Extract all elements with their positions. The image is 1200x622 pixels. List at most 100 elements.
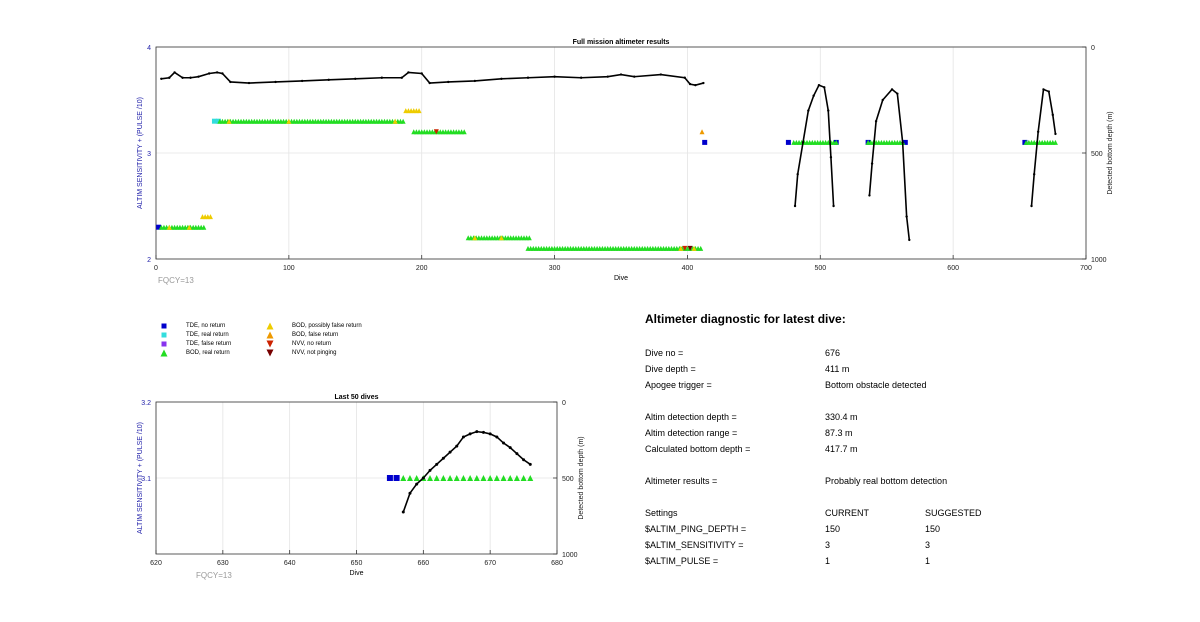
- bottom-depth-point: [380, 76, 384, 79]
- square-marker: [702, 139, 708, 145]
- legend-label: NVV, not pinging: [292, 350, 337, 356]
- setting-current: 3: [825, 540, 831, 550]
- triangle-marker: [1052, 139, 1058, 145]
- bottom-depth-point: [874, 120, 878, 123]
- triangle-marker: [160, 349, 168, 357]
- legend-marker-svg: [266, 322, 274, 330]
- legend-marker-svg: [161, 332, 167, 338]
- setting-current: 150: [825, 524, 841, 534]
- bottom-depth-point: [827, 109, 830, 112]
- x-tick-label: 650: [351, 560, 363, 567]
- bottom-depth-point: [475, 430, 479, 434]
- legend-marker: [266, 331, 274, 339]
- triangle-marker: [416, 108, 422, 114]
- triangle-marker: [400, 475, 407, 481]
- bottom-depth-point: [688, 82, 692, 86]
- bottom-depth-point: [817, 83, 821, 87]
- bottom-depth-point: [435, 462, 439, 466]
- bottom-depth-point: [793, 204, 797, 208]
- triangle-down-marker: [687, 245, 693, 251]
- bottom-depth-point: [908, 238, 911, 242]
- square-marker: [161, 341, 167, 347]
- bottom-depth-point: [168, 76, 171, 79]
- x-tick-label: 100: [283, 265, 295, 272]
- square-marker: [902, 139, 908, 145]
- square-marker: [161, 323, 167, 329]
- legend-label: TDE, no return: [186, 323, 226, 329]
- bottom-depth-point: [207, 72, 211, 75]
- legend-marker-svg: [266, 340, 274, 348]
- bottom-depth-point: [1047, 90, 1051, 93]
- triangle-marker: [440, 475, 447, 481]
- settings-suggested-header: SUGGESTED: [925, 508, 982, 518]
- bottom-depth-point: [354, 77, 357, 81]
- y-right-axis-label: Detected bottom depth (m): [578, 436, 585, 519]
- diagnostic-label: Apogee trigger =: [645, 380, 712, 390]
- x-tick-label: 400: [682, 265, 694, 272]
- y-right-tick-label: 500: [562, 476, 574, 483]
- settings-current-header: CURRENT: [825, 508, 869, 518]
- bottom-depth-point: [508, 446, 512, 450]
- bottom-depth-point: [428, 81, 431, 85]
- triangle-marker: [266, 322, 274, 330]
- y-tick-label: 2: [147, 257, 151, 264]
- diagnostic-value: 676: [825, 348, 841, 358]
- bottom-depth-point: [807, 109, 810, 112]
- triangle-marker: [226, 118, 232, 124]
- bottom-depth-point: [173, 71, 176, 74]
- triangle-marker: [453, 475, 460, 481]
- legend-label: TDE, real return: [186, 332, 229, 338]
- bottom-depth-point: [890, 88, 894, 91]
- diagnostic-value: Probably real bottom detection: [825, 476, 948, 486]
- bottom-depth-point: [896, 92, 899, 95]
- bottom-depth-point: [408, 491, 412, 495]
- bottom-depth-point: [420, 72, 423, 75]
- diagnostic-value: 411 m: [825, 364, 850, 374]
- bottom-depth-point: [870, 162, 874, 165]
- y-right-tick-label: 500: [1091, 151, 1103, 158]
- bottom-depth-point: [400, 76, 403, 79]
- triangle-marker: [286, 118, 292, 124]
- chart-title: Last 50 dives: [335, 394, 379, 401]
- triangle-marker: [266, 331, 274, 339]
- bottom-depth-point: [473, 79, 477, 83]
- y-tick-label: 3.1: [141, 476, 151, 483]
- bottom-depth-line: [794, 84, 835, 207]
- x-tick-label: 660: [417, 560, 429, 567]
- bottom-depth-point: [1036, 130, 1040, 133]
- triangle-marker: [460, 475, 467, 481]
- bottom-depth-point: [160, 77, 163, 81]
- triangle-down-marker: [682, 245, 688, 251]
- legend-label: BOD, possibly false return: [292, 323, 362, 329]
- bottom-depth-point: [500, 77, 503, 81]
- triangle-marker: [520, 475, 527, 481]
- legend-marker-svg: [266, 331, 274, 339]
- diagnostic-value: 330.4 m: [825, 412, 858, 422]
- bottom-depth-point: [868, 194, 871, 197]
- bottom-depth-point: [801, 141, 805, 144]
- legend-marker: [160, 340, 168, 348]
- triangle-marker: [467, 475, 474, 481]
- triangle-marker: [201, 224, 207, 230]
- bottom-depth-point: [702, 81, 705, 85]
- y-right-axis-label: Detected bottom depth (m): [1107, 111, 1114, 194]
- bottom-depth-point: [659, 73, 663, 76]
- triangle-marker: [691, 245, 697, 251]
- x-tick-label: 500: [814, 265, 826, 272]
- x-axis-label: Dive: [349, 570, 363, 577]
- bottom-depth-point: [300, 79, 304, 83]
- bottom-depth-point: [181, 76, 184, 79]
- bottom-depth-point: [694, 83, 697, 87]
- bottom-depth-point: [1054, 132, 1057, 136]
- bottom-depth-point: [488, 432, 492, 436]
- diagnostic-title: Altimeter diagnostic for latest dive:: [645, 312, 846, 326]
- diagnostic-label: Altimeter results =: [645, 476, 718, 486]
- diagnostic-value: 417.7 m: [825, 444, 858, 454]
- bottom-depth-point: [247, 81, 251, 85]
- triangle-marker: [433, 475, 440, 481]
- bottom-depth-point: [829, 156, 833, 159]
- legend-marker-svg: [161, 323, 167, 329]
- bottom-depth-point: [619, 73, 623, 76]
- square-marker: [393, 475, 400, 481]
